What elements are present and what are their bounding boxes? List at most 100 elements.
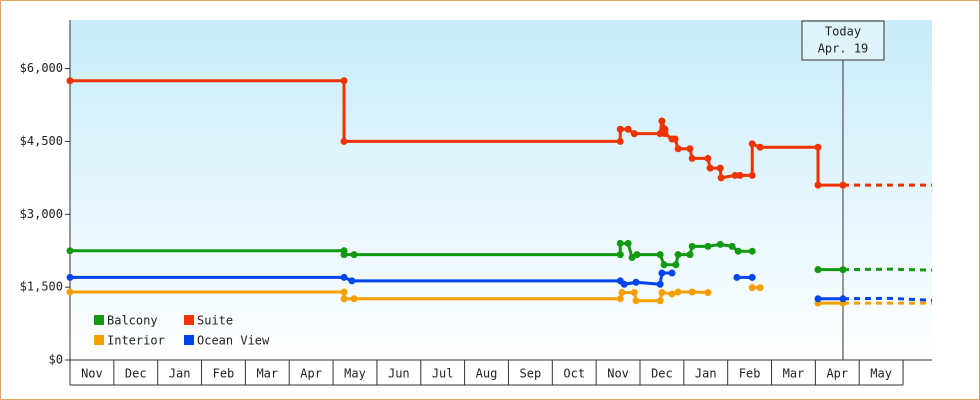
x-tick-label: Aug	[476, 367, 498, 381]
x-tick-label: Nov	[607, 367, 629, 381]
price-point	[756, 284, 764, 292]
forecast-line	[842, 296, 933, 302]
price-point	[658, 117, 666, 125]
price-point	[736, 171, 744, 179]
y-tick-label: $1,500	[20, 280, 63, 294]
legend-swatch	[184, 335, 194, 345]
price-point	[632, 297, 640, 305]
price-point	[658, 288, 666, 296]
plot-area	[70, 20, 932, 360]
price-point	[350, 251, 358, 259]
price-point	[616, 251, 624, 259]
price-point	[814, 143, 822, 151]
x-tick-label: Jun	[388, 367, 410, 381]
price-point	[674, 288, 682, 296]
price-point	[814, 181, 822, 189]
price-point	[668, 269, 676, 277]
price-point	[661, 130, 669, 138]
price-point	[632, 278, 640, 286]
price-point	[686, 145, 694, 153]
today-date: Apr. 19	[818, 42, 869, 56]
price-point	[839, 266, 847, 274]
price-point	[624, 239, 632, 247]
price-point	[340, 251, 348, 259]
price-point	[658, 269, 666, 277]
price-point	[716, 164, 724, 172]
price-point	[656, 251, 664, 259]
price-point	[66, 273, 74, 281]
price-point	[624, 125, 632, 133]
price-point	[340, 77, 348, 85]
price-point	[733, 273, 741, 281]
x-tick-label: May	[870, 367, 892, 381]
price-point	[706, 164, 714, 172]
price-point	[616, 295, 624, 303]
x-tick-label: Apr	[826, 367, 848, 381]
price-point	[66, 247, 74, 255]
y-tick-label: $3,000	[20, 207, 63, 221]
price-point	[734, 247, 742, 255]
price-point	[704, 242, 712, 250]
x-tick-label: Sep	[520, 367, 542, 381]
price-point	[717, 174, 725, 182]
price-point	[686, 251, 694, 259]
price-point	[340, 137, 348, 145]
y-tick-label: $0	[49, 353, 63, 367]
price-point	[731, 171, 739, 179]
price-point	[748, 171, 756, 179]
legend-label: Ocean View	[197, 334, 270, 348]
price-point	[748, 140, 756, 148]
legend-swatch	[184, 315, 194, 325]
x-tick-label: Nov	[81, 367, 103, 381]
price-point	[616, 125, 624, 133]
price-point	[656, 130, 664, 138]
price-point	[674, 251, 682, 259]
price-point	[620, 280, 628, 288]
price-line	[70, 79, 843, 187]
y-tick-label: $4,500	[20, 134, 63, 148]
price-point	[716, 240, 724, 248]
price-point	[348, 277, 356, 285]
price-point	[688, 242, 696, 250]
price-point	[660, 261, 668, 269]
price-point	[704, 154, 712, 162]
x-tick-label: May	[344, 367, 366, 381]
x-tick-label: Feb	[739, 367, 761, 381]
y-tick-label: $6,000	[20, 61, 63, 75]
legend-label: Interior	[107, 334, 165, 348]
x-tick-label: Feb	[213, 367, 235, 381]
price-point	[656, 280, 664, 288]
price-point	[728, 242, 736, 250]
x-tick-label: Jul	[432, 367, 454, 381]
x-tick-label: Oct	[563, 367, 585, 381]
x-tick-label: Mar	[783, 367, 805, 381]
x-tick-label: Mar	[256, 367, 278, 381]
price-point	[340, 288, 348, 296]
price-point	[340, 295, 348, 303]
price-point	[633, 251, 641, 259]
price-point	[704, 288, 712, 296]
today-box	[801, 20, 885, 61]
x-tick-label: Jan	[169, 367, 191, 381]
price-point	[839, 181, 847, 189]
price-point	[630, 130, 638, 138]
price-point	[839, 295, 847, 303]
price-point	[672, 261, 680, 269]
forecast-line	[842, 267, 933, 272]
legend-swatch	[94, 315, 104, 325]
price-point	[688, 288, 696, 296]
price-point	[668, 290, 676, 298]
price-point	[688, 154, 696, 162]
price-point	[616, 137, 624, 145]
price-point	[814, 295, 822, 303]
legend-swatch	[94, 335, 104, 345]
price-point	[656, 297, 664, 305]
price-point	[674, 145, 682, 153]
price-point	[748, 273, 756, 281]
price-point	[756, 143, 764, 151]
price-point	[814, 266, 822, 274]
x-tick-label: Jan	[695, 367, 717, 381]
x-tick-label: Dec	[125, 367, 147, 381]
legend-label: Balcony	[107, 314, 158, 328]
